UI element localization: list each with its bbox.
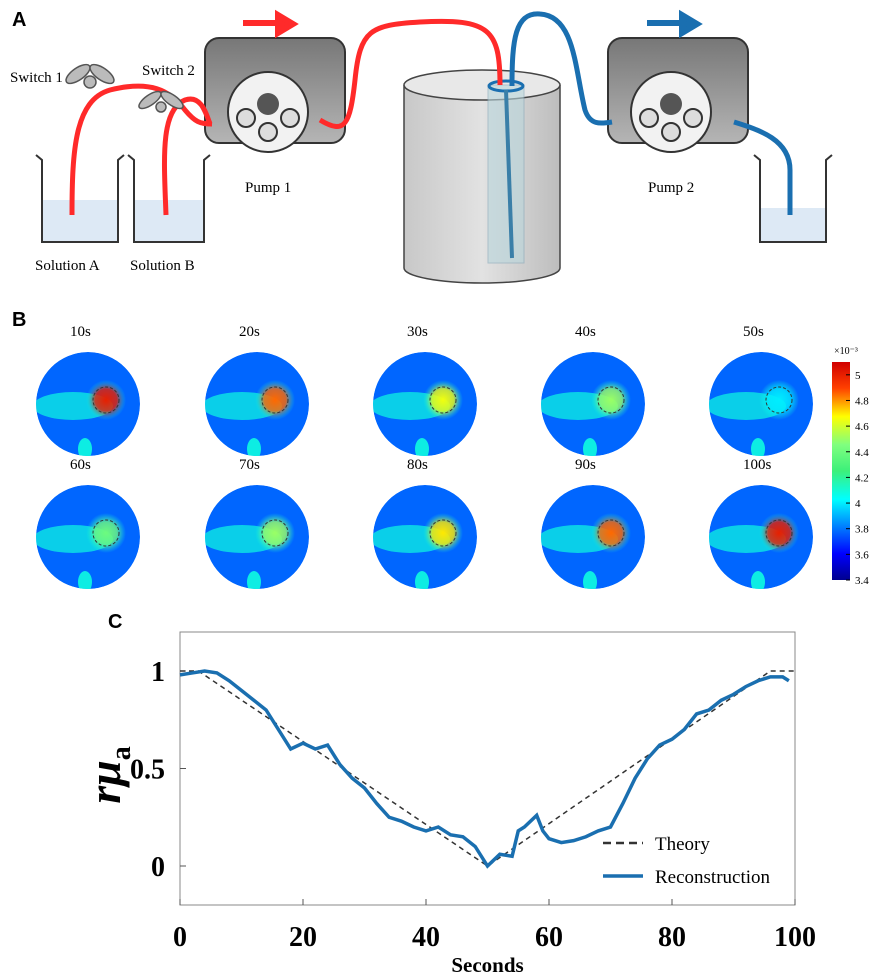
solution-label: Solution A bbox=[35, 258, 100, 274]
switch-label: Switch 2 bbox=[142, 63, 195, 79]
liquid bbox=[134, 200, 204, 242]
legend-label: Reconstruction bbox=[655, 867, 771, 888]
time-label: 20s bbox=[239, 324, 260, 340]
time-label: 70s bbox=[239, 457, 260, 473]
colorbar-tick-label: 4.2 bbox=[855, 472, 869, 484]
target-peak bbox=[759, 513, 799, 553]
time-label: 50s bbox=[743, 324, 764, 340]
container-top bbox=[404, 70, 560, 100]
target-peak bbox=[423, 380, 463, 420]
panel-label: C bbox=[108, 611, 122, 633]
colorbar-tick-label: 5 bbox=[855, 370, 861, 382]
target-peak bbox=[86, 513, 126, 553]
colorbar bbox=[832, 362, 850, 580]
heatmap bbox=[370, 485, 477, 593]
colorbar-tick-label: 3.6 bbox=[855, 549, 869, 561]
legend-label: Theory bbox=[655, 834, 710, 855]
colorbar-tick-label: 4 bbox=[855, 498, 861, 510]
heatmap bbox=[33, 352, 140, 460]
colorbar-tick-label: 3.8 bbox=[855, 524, 869, 536]
target-peak bbox=[255, 380, 295, 420]
time-label: 40s bbox=[575, 324, 596, 340]
heatmap bbox=[370, 352, 477, 460]
liquid bbox=[42, 200, 118, 242]
time-label: 30s bbox=[407, 324, 428, 340]
container bbox=[404, 85, 560, 283]
colorbar-tick-label: 4.4 bbox=[855, 447, 869, 459]
solution-label: Solution B bbox=[130, 258, 195, 274]
time-label: 80s bbox=[407, 457, 428, 473]
heatmap bbox=[202, 352, 309, 460]
heatmap-blob bbox=[583, 571, 597, 593]
pump-label: Pump 2 bbox=[648, 180, 694, 196]
time-label: 90s bbox=[575, 457, 596, 473]
x-tick-label: 80 bbox=[658, 922, 686, 953]
heatmap-blob bbox=[78, 571, 92, 593]
x-axis-label: Seconds bbox=[451, 953, 523, 976]
colorbar-tick-label: 4.8 bbox=[855, 395, 869, 407]
heatmap bbox=[706, 352, 813, 460]
pump bbox=[205, 38, 345, 152]
time-label: 10s bbox=[70, 324, 91, 340]
y-axis-label-sub: a bbox=[106, 746, 137, 760]
target-peak bbox=[591, 380, 631, 420]
x-tick-label: 100 bbox=[774, 922, 816, 953]
liquid bbox=[760, 208, 826, 242]
switch-label: Switch 1 bbox=[10, 70, 63, 86]
target-peak bbox=[86, 380, 126, 420]
flow-arrow bbox=[647, 15, 697, 33]
figure: A B C bbox=[0, 0, 877, 976]
y-tick-label: 0 bbox=[151, 852, 165, 883]
x-tick-label: 40 bbox=[412, 922, 440, 953]
heatmap bbox=[538, 485, 645, 593]
panel-label: B bbox=[12, 309, 26, 331]
time-label: 60s bbox=[70, 457, 91, 473]
heatmap bbox=[33, 485, 140, 593]
target-peak bbox=[255, 513, 295, 553]
x-tick-label: 60 bbox=[535, 922, 563, 953]
pump bbox=[608, 38, 748, 152]
heatmap bbox=[706, 485, 813, 593]
y-axis-label-main: rμ bbox=[79, 760, 130, 803]
colorbar-tick-label: 4.6 bbox=[855, 421, 869, 433]
heatmap bbox=[538, 352, 645, 460]
heatmap-blob bbox=[247, 571, 261, 593]
colorbar-tick-label: 3.4 bbox=[855, 575, 869, 587]
y-tick-label: 1 bbox=[151, 657, 165, 688]
heatmap bbox=[202, 485, 309, 593]
heatmap-blob bbox=[415, 571, 429, 593]
pump-label: Pump 1 bbox=[245, 180, 291, 196]
y-axis-label: rμa bbox=[79, 746, 137, 803]
target-peak bbox=[591, 513, 631, 553]
flow-arrow bbox=[243, 15, 293, 33]
time-label: 100s bbox=[743, 457, 772, 473]
panel-label: A bbox=[12, 9, 26, 31]
colorbar-exponent: ×10⁻³ bbox=[834, 346, 858, 357]
target-peak bbox=[423, 513, 463, 553]
x-tick-label: 20 bbox=[289, 922, 317, 953]
target-peak bbox=[759, 380, 799, 420]
heatmap-blob bbox=[751, 571, 765, 593]
setup-diagram: Switch 1 Switch 2 Pump 1 Pump 2 Solution… bbox=[10, 14, 832, 283]
heatmap-panel: 10s 20s 30s 40s 50s 60s 70s 80s 90s 100s ×10⁻³ 5 4.8… bbox=[33, 324, 869, 593]
x-tick-label: 0 bbox=[173, 922, 187, 953]
